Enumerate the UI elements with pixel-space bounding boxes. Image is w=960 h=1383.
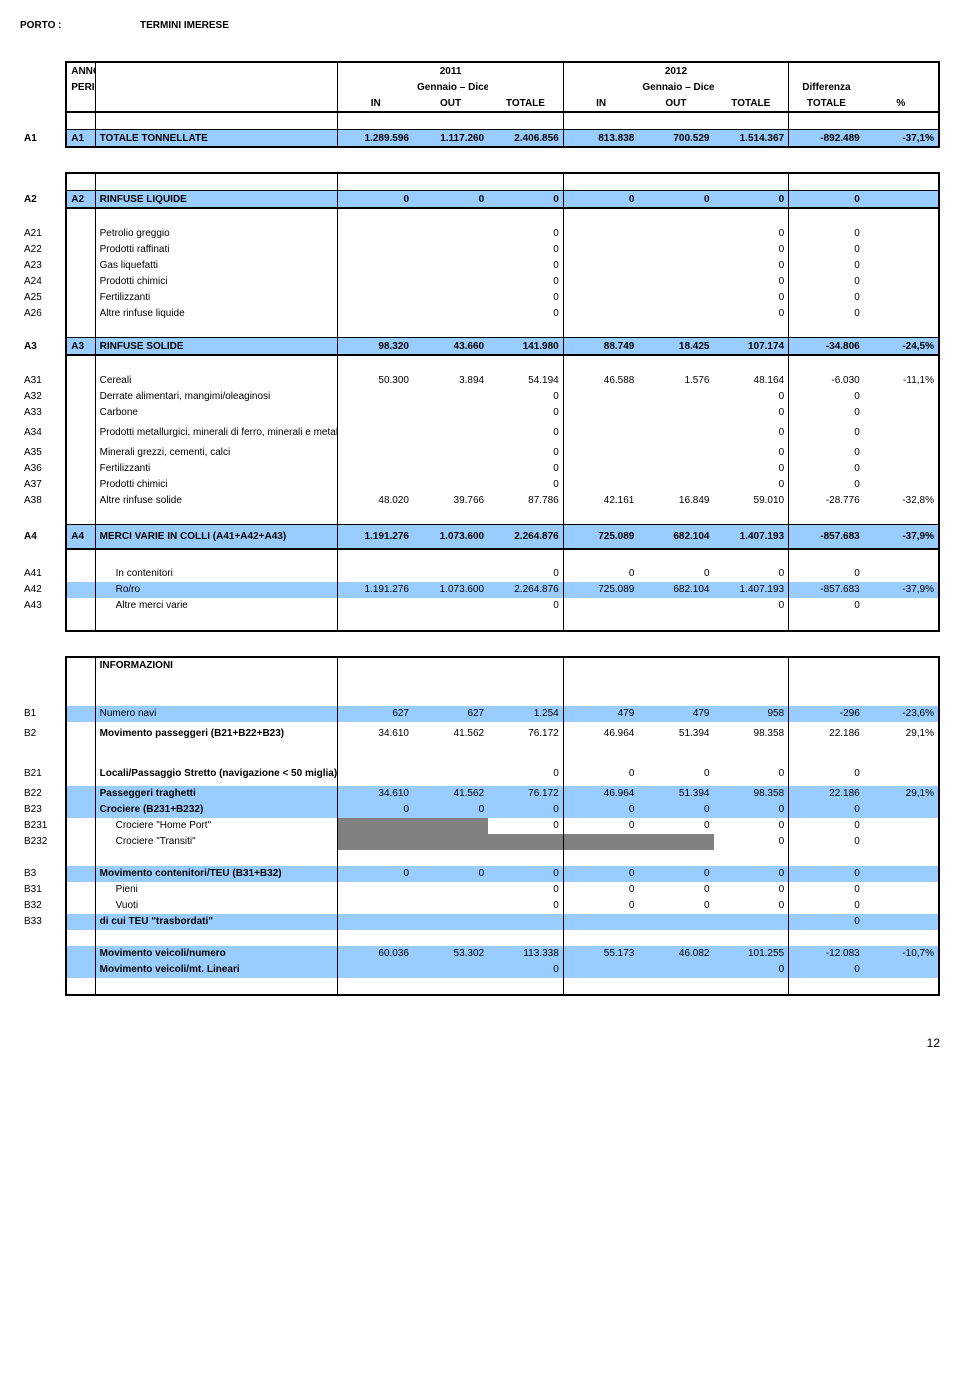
porto-value: TERMINI IMERESE (140, 20, 229, 31)
page-number: 12 (20, 1036, 940, 1050)
main-table: ANNO20112012PERIODOGennaio – DicembreGen… (20, 61, 940, 996)
porto-label: PORTO : (20, 20, 140, 31)
